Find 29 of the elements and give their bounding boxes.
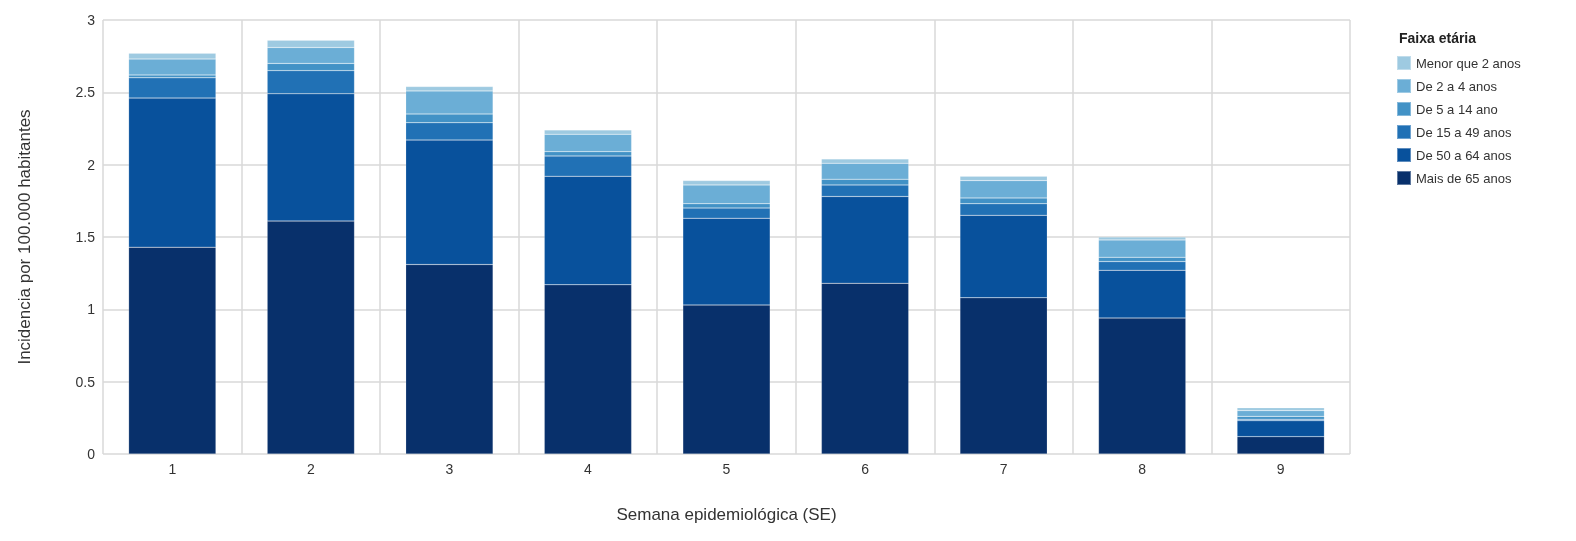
legend-label: Menor que 2 anos: [1416, 55, 1522, 71]
bar: [544, 134, 632, 152]
x-tick-label: 6: [861, 461, 870, 477]
y-axis-title: Incidencia por 100.000 habitantes: [15, 109, 34, 365]
y-tick-label: 3: [87, 12, 96, 28]
y-tick-label: 2: [87, 156, 96, 173]
bar: [1237, 410, 1325, 417]
x-axis-title: Semana epidemiológica (SE): [616, 505, 837, 524]
x-tick-label: 5: [722, 461, 731, 477]
legend-label: De 2 a 4 anos: [1416, 78, 1498, 94]
x-tick-label: 4: [584, 461, 593, 477]
legend-label: De 15 a 49 anos: [1416, 124, 1512, 140]
y-tick-label: 2.5: [75, 84, 96, 101]
x-tick-label: 9: [1276, 461, 1285, 477]
bar: [1098, 239, 1186, 258]
x-tick-label: 7: [999, 461, 1008, 477]
y-tick-label: 0: [87, 446, 96, 462]
legend-label: De 50 a 64 anos: [1416, 147, 1512, 163]
x-tick-label: 2: [306, 461, 315, 477]
bar: [682, 184, 771, 204]
legend-label: De 5 a 14 ano: [1416, 101, 1498, 117]
y-tick-label: 0.5: [75, 373, 96, 390]
x-tick-label: 8: [1138, 461, 1147, 477]
x-tick-label: 3: [445, 461, 454, 477]
y-tick-label: 1: [87, 301, 96, 318]
legend-label: Mais de 65 anos: [1416, 170, 1512, 186]
y-tick-label: 1.5: [75, 229, 96, 245]
x-tick-label: 1: [168, 461, 177, 477]
legend-title: Faixa etária: [1399, 30, 1477, 46]
